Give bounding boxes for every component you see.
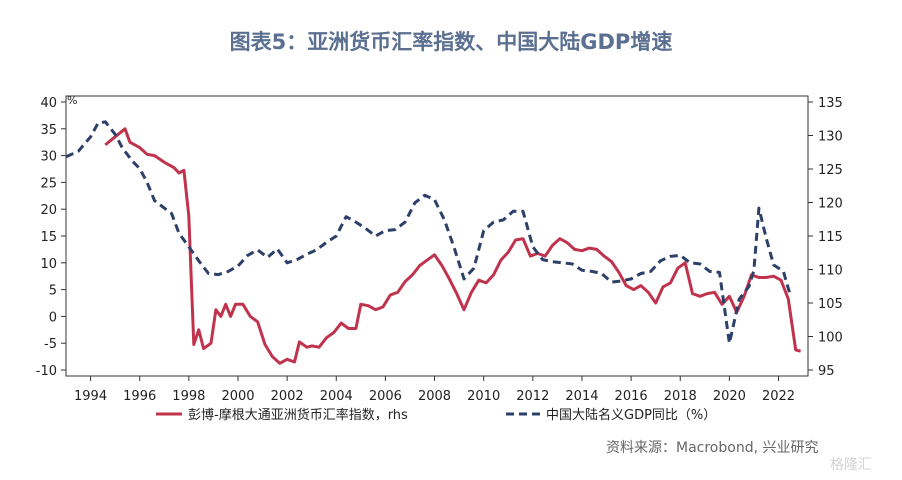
- left-axis-tick-label: 35: [40, 123, 57, 138]
- left-axis-tick-label: 15: [40, 230, 57, 245]
- source-note: 资料来源：Macrobond, 兴业研究: [606, 440, 819, 456]
- left-axis-tick-label: 25: [40, 176, 57, 191]
- left-axis-tick-label: -5: [44, 337, 57, 352]
- x-axis-tick-label: 1994: [74, 389, 107, 404]
- legend-label-china-nominal-gdp: 中国大陆名义GDP同比（%）: [546, 407, 716, 423]
- x-axis-tick-label: 2006: [369, 389, 402, 404]
- x-axis-tick-label: 2014: [565, 389, 598, 404]
- right-axis-tick-label: 105: [818, 297, 843, 312]
- left-axis-tick-label: 30: [40, 150, 57, 165]
- left-axis-tick-label: 40: [40, 96, 57, 111]
- left-axis-unit: %: [67, 94, 77, 107]
- right-axis-tick-label: 115: [818, 230, 843, 245]
- x-axis-tick-label: 2000: [221, 389, 254, 404]
- x-axis-tick-label: 2022: [762, 389, 795, 404]
- left-axis-tick-label: -10: [36, 364, 57, 379]
- watermark: 格隆汇: [830, 457, 872, 473]
- x-axis-tick-label: 2020: [713, 389, 746, 404]
- series-line-china-nominal-gdp: [65, 120, 793, 345]
- left-axis-tick-label: 10: [40, 257, 57, 272]
- legend-label-asia-fx-index: 彭博-摩根大通亚洲货币汇率指数，rhs: [188, 407, 408, 423]
- left-axis-tick-label: 5: [49, 284, 57, 299]
- x-axis-tick-label: 2002: [271, 389, 304, 404]
- right-axis-tick-label: 125: [818, 163, 843, 178]
- series-line-asia-fx-index: [104, 127, 801, 365]
- chart-title: 图表5：亚洲货币汇率指数、中国大陆GDP增速: [229, 30, 673, 54]
- x-axis-tick-label: 2016: [615, 389, 648, 404]
- plot-frame: [65, 95, 809, 377]
- right-axis-tick-label: 135: [818, 96, 843, 111]
- x-axis-tick-label: 2004: [320, 389, 353, 404]
- right-axis-tick-label: 110: [818, 264, 843, 279]
- x-axis-tick-label: 1996: [123, 389, 156, 404]
- left-axis-tick-label: 0: [49, 310, 57, 325]
- left-axis-tick-label: 20: [40, 203, 57, 218]
- x-axis-tick-label: 2008: [418, 389, 451, 404]
- x-axis-tick-label: 2010: [467, 389, 500, 404]
- right-axis-tick-label: 100: [818, 331, 843, 346]
- right-axis-tick-label: 130: [818, 130, 843, 145]
- x-axis-tick-label: 2012: [516, 389, 549, 404]
- x-axis-tick-label: 1998: [172, 389, 205, 404]
- x-axis-tick-label: 2018: [664, 389, 697, 404]
- right-axis-tick-label: 95: [818, 364, 835, 379]
- right-axis-tick-label: 120: [818, 197, 843, 212]
